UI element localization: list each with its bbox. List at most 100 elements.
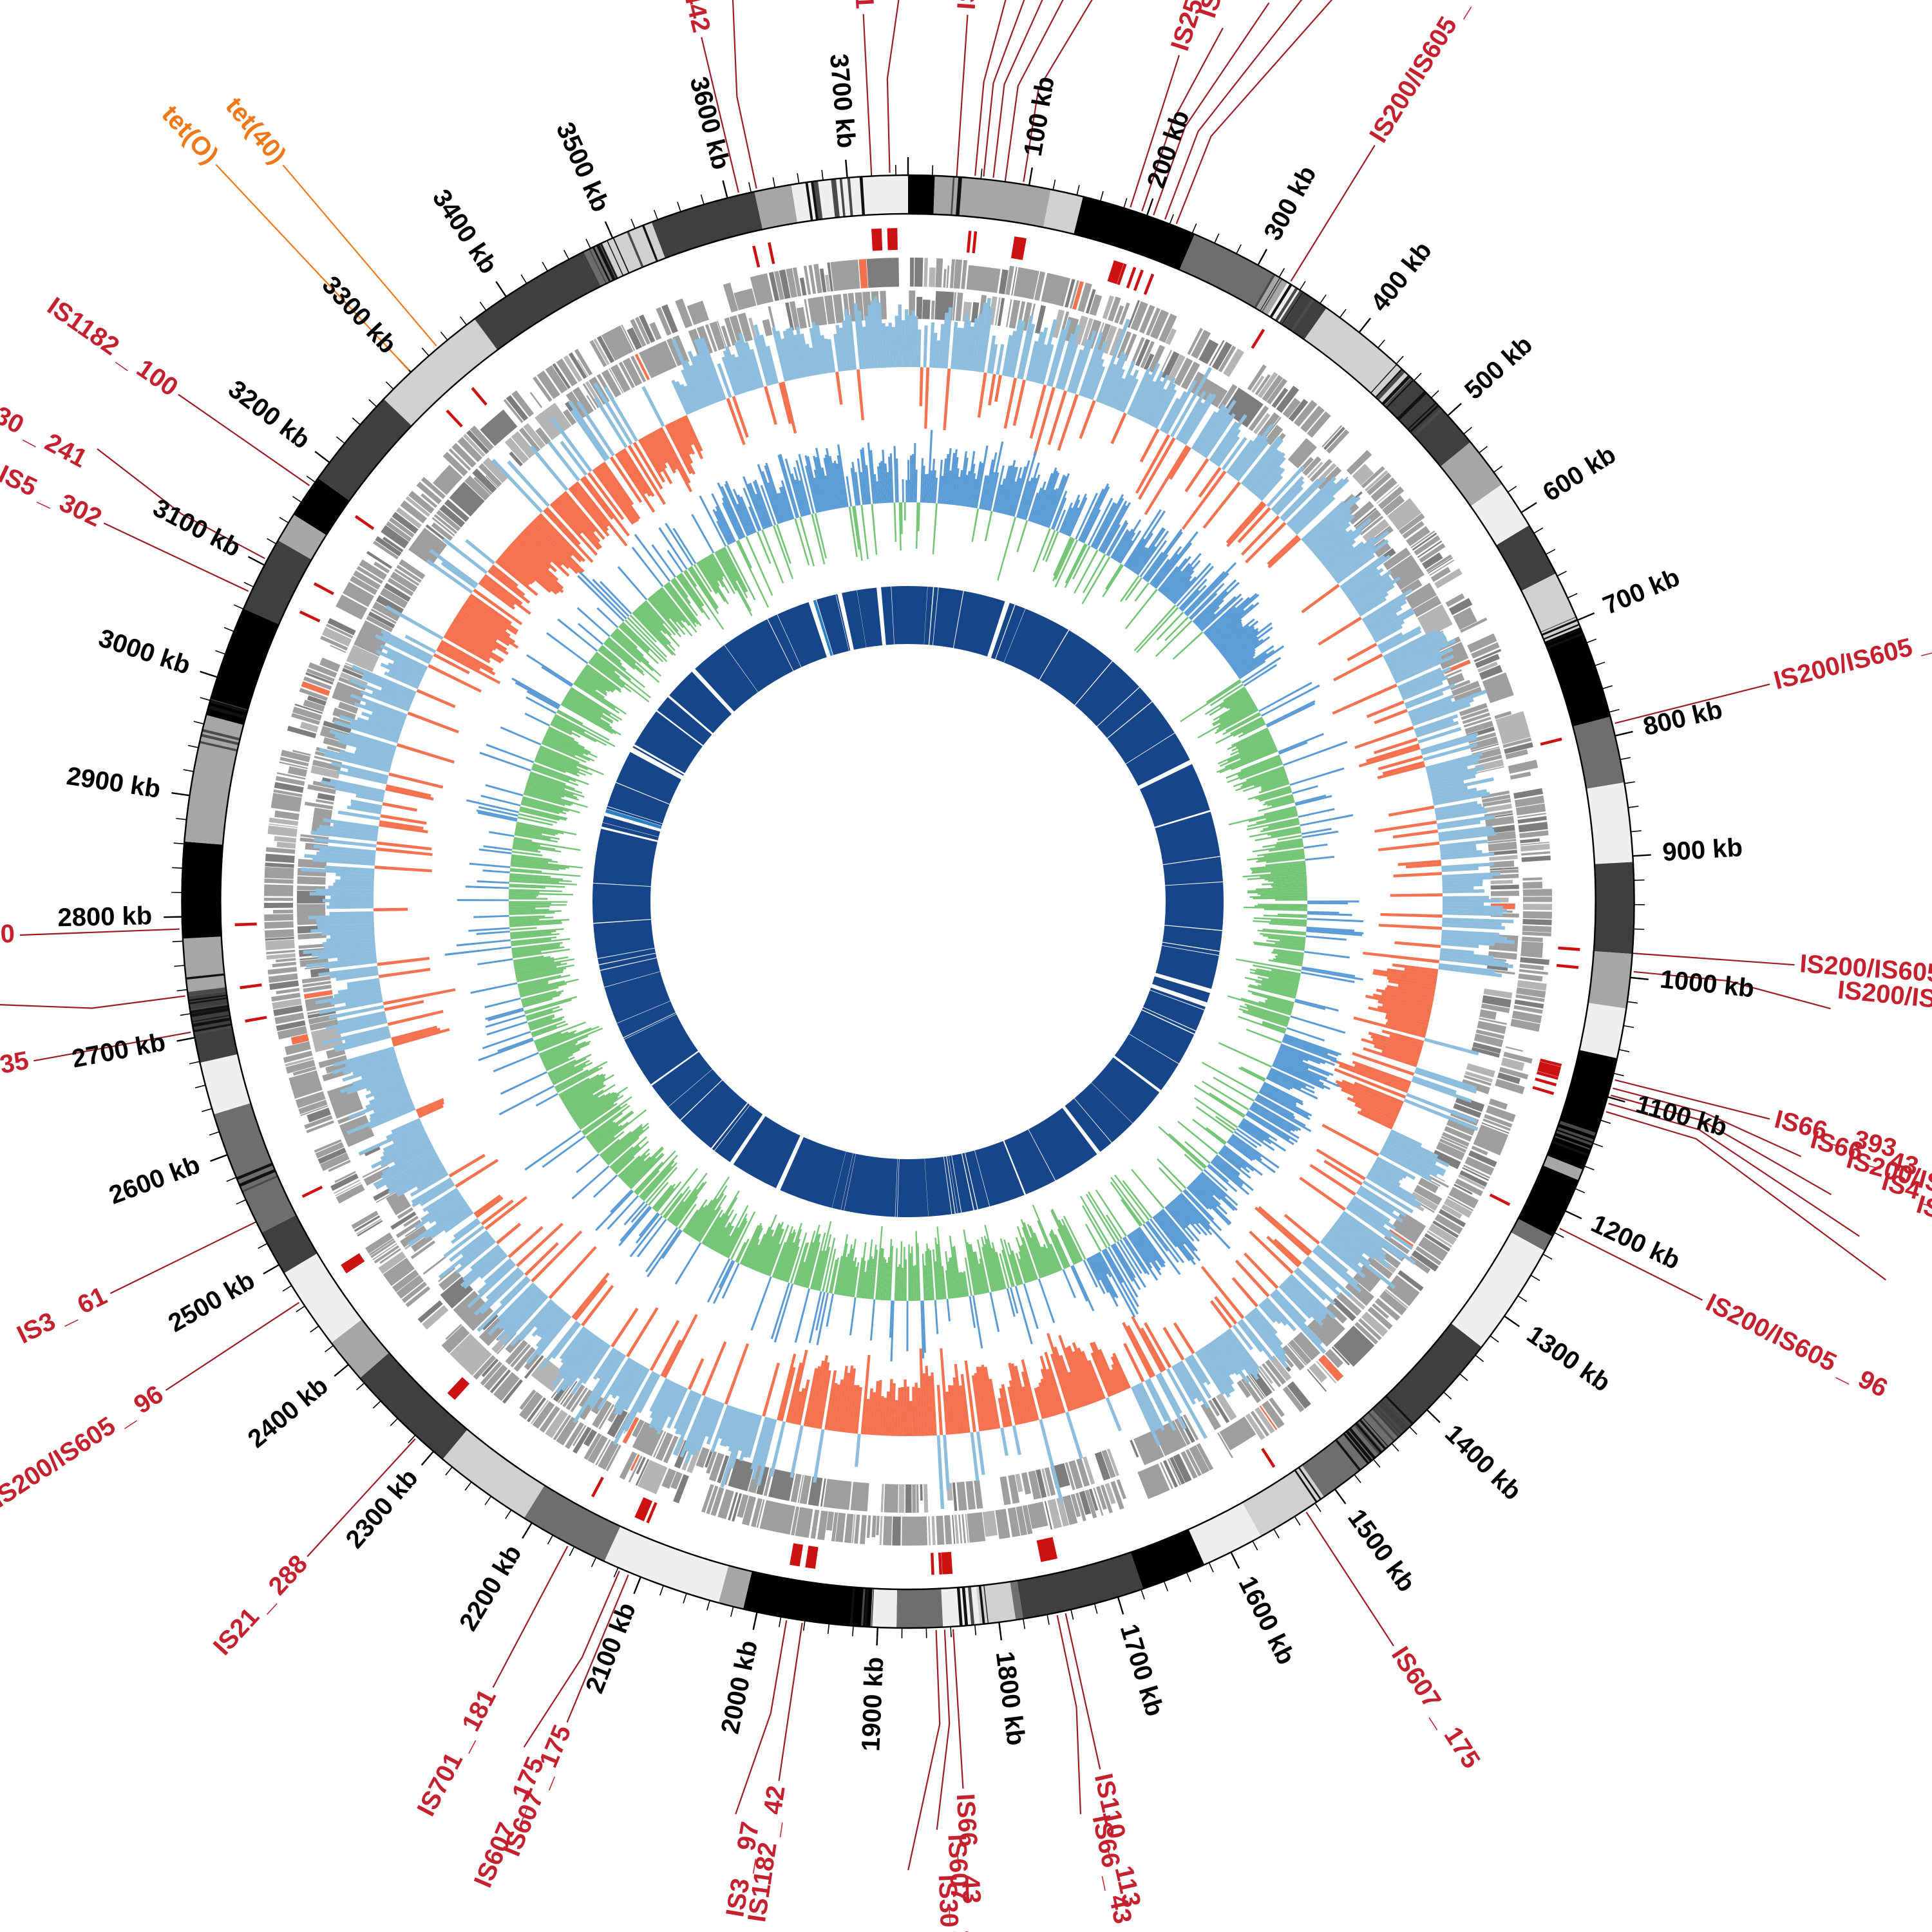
gc-skew-bar [1037, 319, 1057, 384]
gc-skew-bar [426, 559, 473, 594]
gc-content-bar [906, 1300, 909, 1352]
cds-feature [965, 1513, 969, 1543]
leader-lines [0, 0, 1886, 1871]
gc-content-bar [676, 575, 704, 614]
gc-skew-bar [558, 495, 601, 543]
gc-content-bar [1020, 1218, 1043, 1278]
cds-feature [1309, 459, 1332, 482]
cds-feature [441, 1325, 470, 1354]
cds-feature [265, 853, 295, 863]
cds-feature [436, 509, 461, 531]
cds-feature [1412, 533, 1437, 551]
gc-skew-bar [833, 1379, 844, 1432]
is-label-leader [1612, 1087, 1802, 1157]
gc-content-bar [571, 1165, 610, 1200]
gc-skew-bar [620, 450, 652, 497]
cds-feature [607, 1408, 628, 1437]
gc-content-bar [1021, 1227, 1042, 1279]
gc-content-bar [1099, 505, 1127, 553]
gc-content-bar [1221, 1148, 1247, 1169]
gc-content-bar [1011, 1250, 1023, 1285]
gc-content-bar [927, 1248, 933, 1300]
is-label-leader [0, 995, 185, 1009]
gc-content-bar [587, 1121, 614, 1142]
cds-feature [833, 294, 844, 323]
gc-content-bar [1216, 707, 1258, 732]
gc-content-bar [1158, 1126, 1206, 1170]
cds-feature [1094, 1451, 1111, 1481]
gc-content-bar [1262, 1021, 1287, 1031]
core-genome-segment [606, 806, 663, 826]
gc-content-bar [604, 641, 645, 676]
gc-content-bar [1226, 694, 1250, 710]
gc-content-bar [815, 1250, 826, 1291]
cds-feature [803, 265, 811, 295]
gc-skew-bar [1136, 1383, 1160, 1430]
gc-skew-bar [674, 1391, 697, 1435]
cds-feature [266, 949, 296, 954]
gc-skew-bar [455, 1239, 497, 1274]
gc-content-bar [516, 971, 564, 983]
axis-tick-label: 1400 kb [1439, 1419, 1527, 1506]
cds-feature [1073, 316, 1088, 345]
gc-content-bar [1280, 1043, 1335, 1066]
gc-content-bar [542, 740, 576, 757]
gc-content-bar [964, 1257, 972, 1296]
cds-feature [1515, 994, 1545, 1002]
gc-content-bar [1101, 502, 1131, 553]
gc-content-bar [813, 469, 825, 512]
gc-skew-bar [1439, 844, 1477, 851]
gc-content-bar [991, 1242, 1005, 1290]
cds-feature [320, 1152, 350, 1171]
gc-skew-bar [1381, 992, 1434, 1006]
gc-content-bar [509, 905, 550, 909]
cds-feature [312, 781, 337, 790]
gc-content-bar [1289, 767, 1345, 786]
gc-content-bar [672, 578, 691, 604]
gc-skew-bar [1442, 911, 1503, 916]
cds-feature [1287, 438, 1317, 469]
gc-skew-bar [1280, 1282, 1324, 1327]
is-label-leader [1608, 1103, 1860, 1237]
gc-skew-bar [1378, 841, 1440, 851]
is-label-leader [1305, 1511, 1394, 1647]
gc-skew-bar [672, 420, 692, 455]
gc-content-bar [825, 448, 838, 509]
gc-content-bar [637, 607, 672, 645]
gc-content-bar [929, 1250, 934, 1300]
gc-content-bar [510, 933, 560, 940]
gc-content-bar [1014, 1285, 1033, 1345]
gc-content-bar [1043, 1244, 1056, 1273]
gc-content-bar [748, 506, 760, 532]
gc-skew-bar [815, 325, 827, 374]
gc-content-bar [522, 994, 560, 1007]
gc-skew-bar [659, 427, 691, 484]
gc-content-bar [687, 567, 719, 614]
gc-content-bar [1306, 928, 1364, 934]
gc-skew-bar [1057, 393, 1079, 451]
gc-skew-bar [684, 385, 698, 412]
cds-feature [914, 258, 923, 287]
gc-content-bar [551, 721, 581, 738]
gc-skew-bar [1222, 1332, 1260, 1381]
gc-content-bar [522, 998, 553, 1008]
gc-skew-bar [1211, 413, 1247, 464]
axis-tick-minor [390, 1418, 398, 1426]
core-genome-segment [816, 594, 849, 656]
cds-feature [545, 365, 568, 393]
gc-skew-bar [1184, 458, 1209, 493]
gc-skew-bar [1272, 1291, 1323, 1345]
cds-feature [1065, 278, 1075, 308]
gc-skew-bar [527, 524, 578, 574]
gc-content-bar [1197, 704, 1256, 739]
core-genome-segment [1162, 857, 1224, 886]
cds-feature [563, 409, 577, 426]
gc-content-bar [903, 1247, 905, 1301]
gc-skew-bar [1373, 1162, 1403, 1181]
axis-tick-major [1615, 730, 1633, 737]
cds-feature [1471, 642, 1500, 659]
cds-feature [1140, 341, 1155, 368]
cds-feature [709, 321, 726, 351]
core-genome-segment [996, 605, 1025, 663]
gc-skew-bar [384, 999, 424, 1011]
